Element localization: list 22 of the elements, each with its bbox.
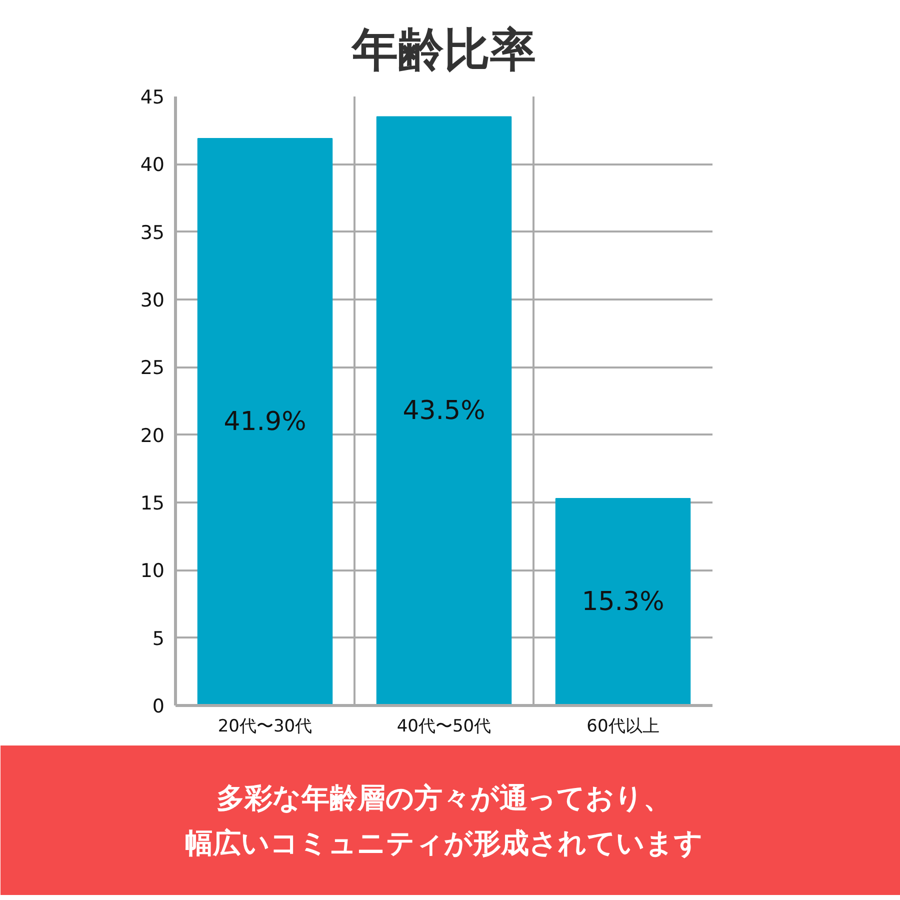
y-tick-label: 10 — [140, 560, 165, 582]
y-tick-label: 20 — [140, 424, 165, 447]
y-tick-label: 5 — [152, 628, 165, 650]
x-tick-label: 40代〜50代 — [396, 716, 492, 736]
data-label: 41.9% — [224, 406, 306, 437]
x-tick-label: 20代〜30代 — [218, 716, 312, 736]
chart-title: 年齢比率 — [350, 22, 536, 76]
bar — [197, 138, 333, 706]
bar — [376, 116, 512, 706]
y-tick-label: 25 — [140, 357, 165, 380]
y-tick-label: 35 — [140, 222, 165, 244]
y-tick-label: 40 — [140, 154, 165, 176]
text: 幅広いコミュニティが形成されています — [185, 826, 703, 860]
y-tick-label: 45 — [140, 86, 165, 108]
y-tick-label: 0 — [152, 696, 165, 718]
y-tick-label: 30 — [140, 290, 165, 312]
y-tick-label: 15 — [140, 492, 165, 514]
data-label: 15.3% — [582, 586, 664, 617]
bar — [555, 498, 691, 706]
x-tick-label: 60代以上 — [586, 716, 660, 736]
data-label: 43.5% — [402, 396, 486, 426]
text: 多彩な年齢層の方々が通っており、 — [216, 782, 672, 814]
